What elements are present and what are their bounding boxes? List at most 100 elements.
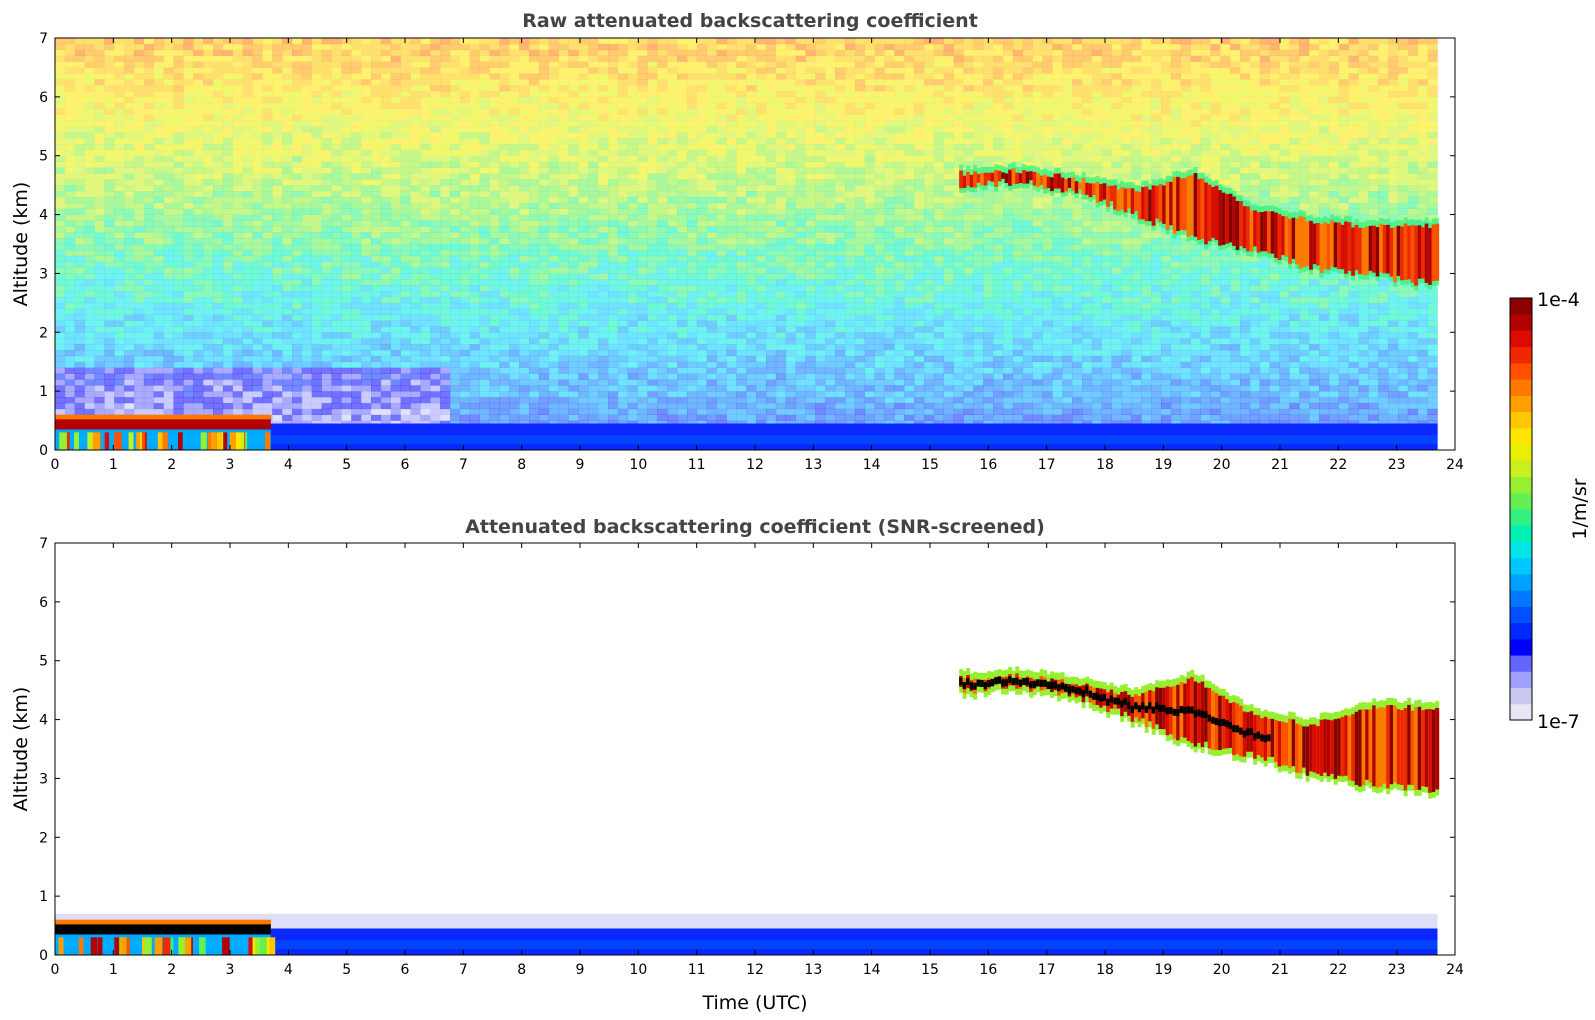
- noise-cell: [450, 355, 461, 363]
- noise-cell: [459, 132, 471, 139]
- noise-cell: [361, 344, 372, 351]
- noise-cell: [84, 43, 95, 51]
- noise-cell: [124, 102, 135, 109]
- noise-cell: [262, 226, 273, 233]
- noise-cell: [203, 173, 214, 180]
- noise-cell: [262, 326, 273, 333]
- noise-cell: [55, 302, 66, 310]
- noise-cell: [578, 308, 589, 315]
- noise-cell: [509, 261, 520, 268]
- noise-cell: [647, 314, 658, 321]
- noise-cell: [252, 61, 263, 68]
- noise-cell: [153, 43, 164, 51]
- noise-cell: [687, 191, 698, 198]
- noise-cell: [430, 167, 441, 174]
- noise-cell: [321, 185, 332, 192]
- noise-cell: [242, 185, 253, 192]
- noise-cell: [578, 120, 589, 127]
- noise-cell: [538, 367, 550, 374]
- noise-cell: [558, 220, 569, 227]
- noise-cell: [677, 220, 688, 227]
- noise-cell: [450, 320, 461, 327]
- noise-cell: [55, 397, 66, 404]
- noise-cell: [617, 238, 629, 245]
- noise-cell: [104, 202, 115, 209]
- noise-cell: [440, 349, 451, 357]
- noise-cell: [430, 344, 441, 351]
- noise-cell: [301, 126, 313, 133]
- noise-cell: [519, 349, 530, 357]
- noise-cell: [104, 49, 115, 56]
- noise-cell: [311, 391, 322, 398]
- noise-cell: [331, 167, 342, 174]
- noise-cell: [64, 338, 76, 345]
- noise-cell: [459, 355, 471, 363]
- noise-cell: [519, 226, 530, 233]
- noise-cell: [736, 367, 747, 374]
- noise-cell: [331, 143, 342, 151]
- noise-cell: [519, 55, 530, 62]
- noise-cell: [677, 73, 688, 80]
- noise-cell: [736, 291, 747, 298]
- noise-cell: [341, 373, 352, 380]
- noise-cell: [272, 226, 283, 233]
- noise-cell: [469, 291, 480, 298]
- noise-cell: [400, 408, 411, 415]
- noise-cell: [371, 285, 382, 292]
- noise-cell: [489, 49, 500, 56]
- noise-cell: [341, 79, 352, 86]
- noise-cell: [746, 161, 757, 168]
- noise-cell: [193, 61, 204, 68]
- noise-cell: [390, 414, 401, 421]
- noise-cell: [558, 173, 569, 180]
- noise-cell: [657, 155, 668, 162]
- noise-cell: [716, 138, 727, 145]
- noise-cell: [716, 126, 727, 133]
- noise-cell: [558, 202, 569, 209]
- noise-cell: [657, 238, 668, 245]
- noise-cell: [677, 85, 688, 92]
- noise-cell: [538, 55, 550, 62]
- noise-cell: [262, 61, 273, 68]
- noise-cell: [440, 138, 451, 145]
- noise-cell: [163, 267, 174, 274]
- noise-cell: [153, 267, 164, 274]
- noise-cell: [272, 220, 283, 227]
- noise-cell: [647, 90, 658, 98]
- noise-cell: [124, 355, 135, 363]
- noise-cell: [311, 373, 322, 380]
- noise-cell: [469, 332, 480, 339]
- noise-cell: [361, 185, 372, 192]
- noise-cell: [331, 67, 342, 74]
- noise-cell: [361, 361, 372, 368]
- noise-cell: [55, 43, 66, 51]
- noise-cell: [84, 326, 95, 333]
- noise-cell: [282, 85, 293, 92]
- noise-cell: [420, 79, 431, 86]
- noise-cell: [459, 73, 471, 80]
- chart-title-raw: Raw attenuated backscattering coefficien…: [522, 10, 978, 32]
- noise-cell: [479, 349, 490, 357]
- noise-cell: [608, 367, 619, 374]
- noise-cell: [598, 314, 609, 321]
- noise-cell: [617, 255, 629, 262]
- noise-cell: [637, 149, 648, 157]
- noise-cell: [163, 232, 174, 239]
- noise-cell: [568, 49, 579, 56]
- noise-cell: [667, 402, 678, 410]
- noise-cell: [153, 79, 164, 86]
- noise-cell: [529, 308, 540, 315]
- noise-cell: [489, 173, 500, 180]
- noise-cell: [143, 179, 155, 186]
- noise-cell: [736, 249, 747, 257]
- noise-cell: [687, 232, 698, 239]
- noise-cell: [608, 402, 619, 410]
- noise-cell: [341, 314, 352, 321]
- noise-cell: [104, 143, 115, 151]
- noise-cell: [173, 273, 184, 280]
- noise-cell: [183, 90, 194, 98]
- noise-cell: [331, 38, 342, 45]
- noise-cell: [736, 232, 747, 239]
- noise-cell: [400, 285, 411, 292]
- noise-cell: [262, 67, 273, 74]
